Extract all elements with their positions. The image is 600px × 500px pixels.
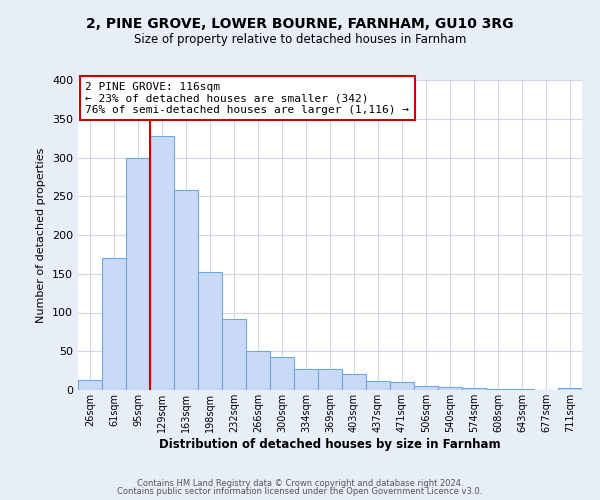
- Bar: [438, 387, 462, 390]
- Bar: [390, 382, 414, 390]
- Bar: [366, 382, 390, 390]
- Text: 2, PINE GROVE, LOWER BOURNE, FARNHAM, GU10 3RG: 2, PINE GROVE, LOWER BOURNE, FARNHAM, GU…: [86, 18, 514, 32]
- Bar: [198, 272, 222, 390]
- Bar: [294, 369, 318, 390]
- Text: 2 PINE GROVE: 116sqm
← 23% of detached houses are smaller (342)
76% of semi-deta: 2 PINE GROVE: 116sqm ← 23% of detached h…: [85, 82, 409, 115]
- Text: Size of property relative to detached houses in Farnham: Size of property relative to detached ho…: [134, 32, 466, 46]
- Bar: [342, 374, 366, 390]
- Bar: [102, 258, 126, 390]
- Bar: [222, 320, 246, 390]
- Bar: [510, 389, 534, 390]
- Bar: [270, 358, 294, 390]
- Text: Contains public sector information licensed under the Open Government Licence v3: Contains public sector information licen…: [118, 487, 482, 496]
- Bar: [462, 388, 486, 390]
- Bar: [558, 388, 582, 390]
- Y-axis label: Number of detached properties: Number of detached properties: [37, 148, 46, 322]
- Bar: [78, 380, 102, 390]
- Bar: [246, 351, 270, 390]
- Bar: [414, 386, 438, 390]
- X-axis label: Distribution of detached houses by size in Farnham: Distribution of detached houses by size …: [159, 438, 501, 450]
- Bar: [486, 389, 510, 390]
- Bar: [174, 190, 198, 390]
- Bar: [126, 158, 150, 390]
- Bar: [318, 369, 342, 390]
- Bar: [150, 136, 174, 390]
- Text: Contains HM Land Registry data © Crown copyright and database right 2024.: Contains HM Land Registry data © Crown c…: [137, 478, 463, 488]
